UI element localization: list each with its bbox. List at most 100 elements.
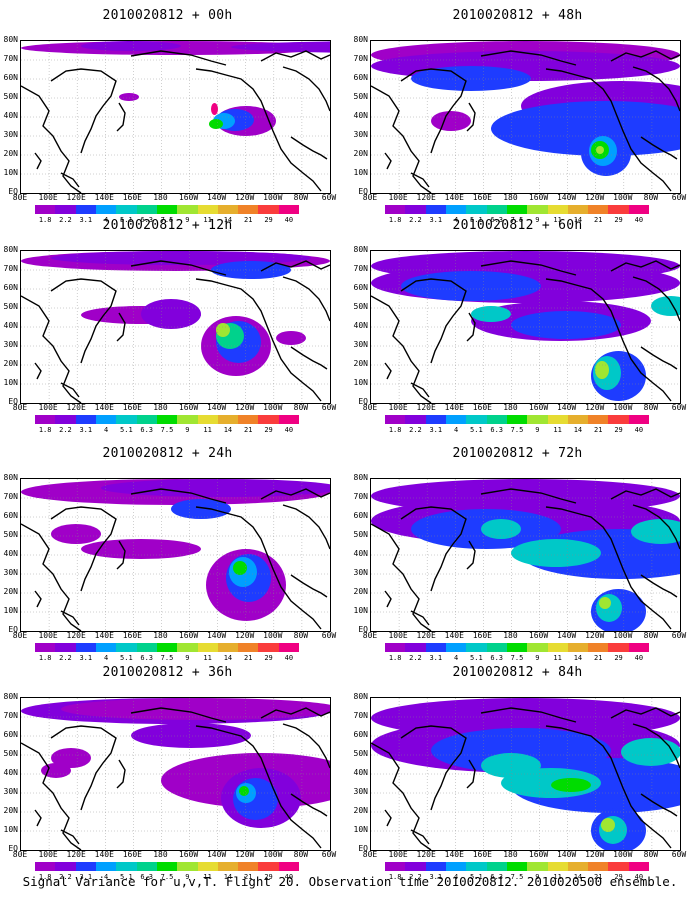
latitude-label: 40N: [353, 768, 368, 777]
coastline: [466, 312, 476, 342]
longitude-label: 80W: [643, 193, 659, 202]
colorbar-tick-label: 4: [103, 216, 109, 224]
colorbar-tick-label: 9: [185, 216, 190, 224]
variance-field-map: [371, 698, 680, 850]
map-panel: 2010020812 + 24h 80N 70N 60N 50N 40N 30N 20N 10N…: [0, 438, 337, 662]
variance-contour: [511, 311, 621, 339]
colorbar-swatch: [405, 415, 426, 424]
colorbar-swatch: [385, 205, 406, 214]
longitude-label: 60W: [671, 403, 687, 412]
coastline: [410, 172, 430, 188]
map-plot-area: [20, 478, 331, 632]
latitude-label: 20N: [353, 149, 368, 158]
colorbar-swatch: [506, 643, 528, 652]
longitude-label: 140E: [444, 403, 464, 412]
latitude-label: 20N: [3, 587, 18, 596]
longitude-label: 180: [503, 403, 518, 412]
colorbar-swatch: [445, 205, 467, 214]
colorbar-tick-label: 3.1: [429, 873, 443, 881]
colorbar-swatch: [588, 205, 609, 214]
colorbar-swatch: [177, 862, 198, 871]
colorbar-swatch: [608, 862, 629, 871]
latitude-label: 60N: [353, 73, 368, 82]
latitude-label: EQ: [358, 187, 368, 196]
longitude-label: 80E: [12, 403, 28, 412]
colorbar-tick-label: 29: [264, 873, 273, 881]
colorbar-tick-label: 21: [244, 216, 253, 224]
latitude-label: 70N: [3, 54, 18, 63]
coastline: [60, 382, 80, 398]
colorbar-tick-label: 40: [284, 216, 294, 224]
longitude-label: 80E: [12, 193, 28, 202]
coastline: [260, 707, 330, 719]
coastline: [260, 50, 330, 62]
colorbar-tick-label: 40: [634, 426, 644, 434]
coastline: [480, 260, 577, 276]
longitude-label: 140E: [94, 193, 114, 202]
panel-title: 2010020812 + 72h: [452, 446, 583, 461]
colorbar-tick-label: 2.2: [409, 216, 422, 224]
latitude-label: 60N: [353, 730, 368, 739]
coastline: [480, 488, 577, 504]
coastline: [384, 590, 392, 608]
longitude-label: 140E: [94, 850, 114, 859]
latitude-label: EQ: [8, 625, 18, 634]
colorbar-tick-label: 9: [535, 426, 540, 434]
colorbar-tick-label: 5.1: [470, 216, 483, 224]
coastline: [34, 809, 42, 827]
coastline: [34, 152, 42, 170]
latitude-label: 10N: [353, 825, 368, 834]
latitude-label: EQ: [358, 844, 368, 853]
coastline: [282, 66, 330, 112]
colorbar-tick-label: 1.8: [38, 216, 52, 224]
variance-contour: [551, 778, 591, 792]
colorbar-tick-label: 21: [244, 654, 253, 662]
colorbar-swatch: [156, 415, 178, 424]
latitude-label: 60N: [3, 73, 18, 82]
colorbar-tick-label: 2.2: [409, 654, 422, 662]
coastline: [260, 488, 330, 500]
colorbar-tick-label: 7.5: [510, 873, 524, 881]
panel-title: 2010020812 + 00h: [102, 8, 233, 23]
latitude-label: 40N: [353, 549, 368, 558]
colorbar-swatch: [55, 415, 76, 424]
longitude-label: 80W: [293, 631, 309, 640]
longitude-label: 100W: [263, 193, 283, 202]
colorbar-swatch: [177, 643, 198, 652]
colorbar-tick-label: 21: [594, 654, 603, 662]
coastline: [195, 278, 322, 402]
colorbar-swatch: [197, 862, 218, 871]
coastline: [21, 523, 82, 631]
colorbar-swatch: [177, 415, 198, 424]
coastline: [50, 506, 117, 592]
latitude-label: 30N: [3, 130, 18, 139]
longitude-label: 120E: [416, 850, 436, 859]
colorbar-tick-label: 4: [453, 654, 459, 662]
coastline: [60, 172, 80, 188]
colorbar-swatch: [116, 415, 137, 424]
coastline: [130, 260, 227, 276]
colorbar-swatch: [217, 643, 239, 652]
latitude-label: 50N: [353, 302, 368, 311]
map-plot-area: [370, 40, 681, 194]
variance-contour: [239, 786, 249, 796]
variance-contour: [101, 479, 330, 497]
latitude-label: 80N: [353, 35, 368, 44]
colorbar-swatch: [177, 205, 198, 214]
colorbar-swatch: [486, 643, 507, 652]
colorbar-swatch: [95, 205, 117, 214]
colorbar-swatch: [527, 415, 548, 424]
longitude-label: 60W: [671, 193, 687, 202]
colorbar-swatch: [385, 643, 406, 652]
colorbar-swatch: [628, 862, 650, 871]
colorbar-tick-label: 7.5: [160, 873, 174, 881]
longitude-label: 80E: [362, 403, 378, 412]
colorbar-tick-label: 29: [614, 216, 623, 224]
colorbar-swatch: [75, 862, 96, 871]
coastline: [384, 152, 392, 170]
colorbar-tick-label: 4: [103, 654, 109, 662]
colorbar-tick-label: 2.2: [59, 426, 72, 434]
colorbar-tick-label: 5.1: [120, 216, 133, 224]
longitude-label: 120E: [66, 193, 86, 202]
latitude-label: 40N: [353, 321, 368, 330]
